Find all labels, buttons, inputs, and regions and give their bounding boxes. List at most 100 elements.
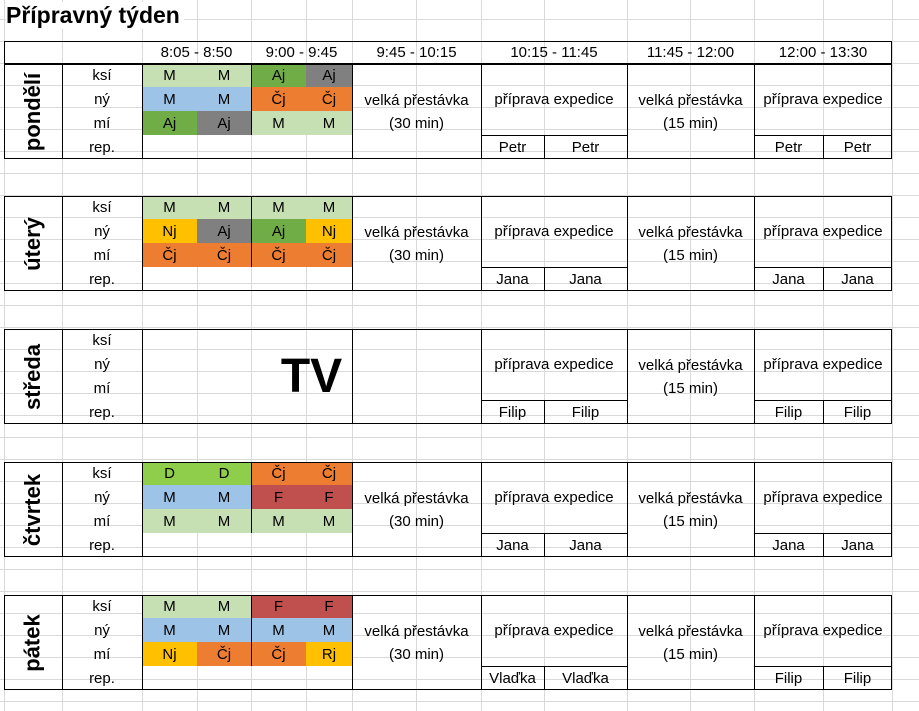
row-label: ný	[94, 355, 110, 373]
column-divider	[627, 196, 628, 291]
period-divider	[251, 64, 252, 135]
break-label: velká přestávka	[638, 622, 743, 640]
lesson-cell: M	[251, 196, 306, 219]
rep-name: Filip	[774, 403, 803, 421]
column-divider	[352, 329, 353, 424]
break-label: velká přestávka	[364, 223, 469, 241]
time-header: 12:00 - 13:30	[778, 44, 868, 61]
column-divider	[481, 462, 482, 557]
lesson-cell: Nj	[142, 219, 197, 243]
lesson-cell: Čj	[306, 87, 352, 111]
tv-cell: TV	[280, 350, 343, 403]
lesson-cell: M	[251, 111, 306, 135]
row-label: ný	[94, 222, 110, 240]
gridline-vertical	[306, 0, 307, 711]
row-label: mí	[93, 645, 111, 663]
rep-name: Jana	[496, 270, 529, 288]
gridline-vertical	[197, 0, 198, 711]
lesson-cell: M	[306, 509, 352, 533]
time-header: 9:45 - 10:15	[376, 44, 457, 61]
lesson-cell: M	[197, 509, 251, 533]
lesson-cell: D	[142, 462, 197, 485]
gridline-horizontal	[0, 349, 919, 350]
gridline-horizontal	[0, 415, 919, 416]
prep-cell: příprava expedice	[763, 489, 883, 506]
lesson-cell: M	[306, 618, 352, 642]
column-divider	[627, 462, 628, 557]
gridline-horizontal	[0, 525, 919, 526]
prep-cell: příprava expedice	[494, 356, 614, 373]
gridline-horizontal	[0, 701, 919, 702]
break-label: velká přestávka	[638, 489, 743, 507]
lesson-cell: M	[142, 485, 197, 509]
gridline-horizontal	[0, 503, 919, 504]
gridline-vertical	[416, 0, 417, 711]
rep-name: Petr	[571, 138, 600, 156]
row-label: rep.	[89, 270, 115, 288]
rep-separator	[481, 135, 627, 136]
row-label: ksí	[92, 332, 112, 349]
lesson-cell: Rj	[306, 642, 352, 666]
gridline-horizontal	[0, 591, 919, 592]
lesson-cell: M	[197, 595, 251, 618]
rep-name: Filip	[843, 403, 872, 421]
rep-name: Jana	[772, 536, 805, 554]
prep-cell: příprava expedice	[763, 622, 883, 639]
gridline-vertical	[544, 0, 545, 711]
gridline-horizontal	[0, 217, 919, 218]
gridline-horizontal	[0, 613, 919, 614]
break-duration: (30 min)	[388, 512, 444, 530]
break-duration: (30 min)	[388, 246, 444, 264]
lesson-cell: Aj	[251, 219, 306, 243]
column-divider	[62, 196, 63, 291]
rep-divider	[544, 135, 545, 159]
rep-separator	[481, 267, 627, 268]
column-divider	[352, 64, 353, 159]
column-divider	[352, 462, 353, 557]
gridline-horizontal	[0, 19, 919, 20]
rep-name: Filip	[843, 669, 872, 687]
gridline-horizontal	[0, 547, 919, 548]
rep-name: Petr	[843, 138, 872, 156]
sheet-title: Přípravný týden	[6, 2, 184, 29]
column-divider	[754, 196, 755, 291]
time-header: 8:05 - 8:50	[160, 44, 233, 61]
column-divider	[62, 329, 63, 424]
gridline-horizontal	[0, 305, 919, 306]
lesson-cell: M	[197, 618, 251, 642]
gridline-vertical	[690, 0, 691, 711]
lesson-cell: M	[306, 111, 352, 135]
break-label: velká přestávka	[364, 91, 469, 109]
day-name: středa	[20, 343, 46, 410]
period-divider	[251, 462, 252, 533]
rep-divider	[544, 400, 545, 424]
prep-cell: příprava expedice	[494, 91, 614, 108]
rep-divider	[823, 267, 824, 291]
rep-name: Vlaďka	[562, 669, 609, 687]
gridline-horizontal	[0, 459, 919, 460]
break-label: velká přestávka	[638, 356, 743, 374]
gridline-horizontal	[0, 437, 919, 438]
lesson-cell: M	[142, 595, 197, 618]
lesson-cell: M	[142, 509, 197, 533]
day-label-2: středa	[4, 329, 62, 424]
rep-divider	[823, 666, 824, 690]
rep-divider	[544, 533, 545, 557]
lesson-cell: M	[251, 509, 306, 533]
gridline-horizontal	[0, 481, 919, 482]
rep-name: Filip	[498, 403, 527, 421]
row-label: rep.	[89, 669, 115, 687]
rep-divider	[823, 533, 824, 557]
gridline-horizontal	[0, 657, 919, 658]
day-label-3: čtvrtek	[4, 462, 62, 557]
prep-cell: příprava expedice	[494, 223, 614, 240]
break-15-cell: velká přestávka (15 min)	[627, 196, 754, 291]
day-name: pondělí	[20, 72, 45, 151]
row-label: ný	[94, 488, 110, 506]
gridline-vertical	[251, 0, 252, 711]
column-divider	[627, 64, 628, 159]
prep-cell: příprava expedice	[763, 223, 883, 240]
break-15-cell: velká přestávka (15 min)	[627, 329, 754, 424]
lesson-cell: Aj	[306, 64, 352, 87]
